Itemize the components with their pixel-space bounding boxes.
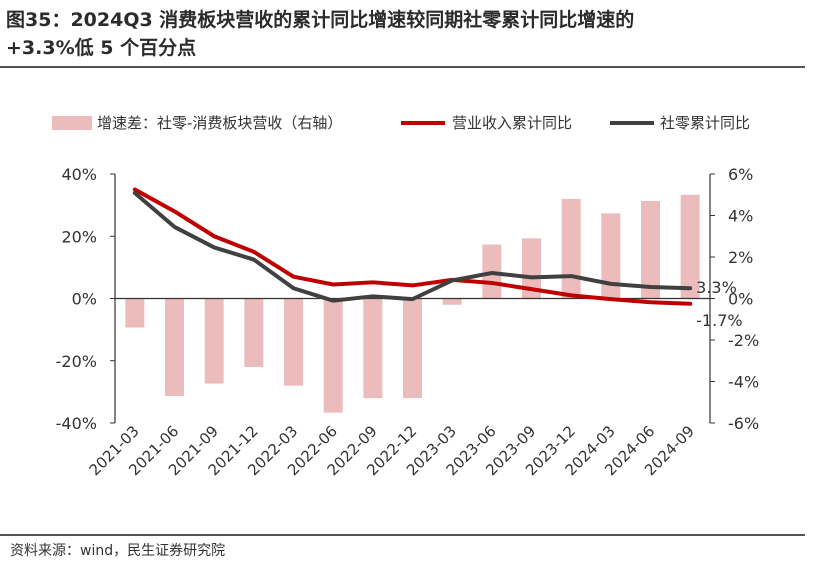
source-divider [0,534,805,536]
bar-2023-03 [442,298,462,305]
bar-2021-09 [204,298,224,384]
chart-title-line-1: 图35：2024Q3 消费板块营收的累计同比增速较同期社零累计同比增速的 [6,9,635,31]
right-tick-label: -2% [728,331,759,350]
left-tick-label: 40% [61,165,97,184]
right-tick-label: 4% [728,207,753,226]
bar-2022-12 [403,298,422,399]
bar-2022-06 [323,298,343,413]
bar-2021-06 [165,298,184,397]
bar-2023-12 [561,198,581,299]
annotation-label: -1.7% [696,311,742,330]
right-tick-label: 6% [728,165,753,184]
legend-swatch-bar [52,116,92,130]
right-tick-label: -6% [728,414,759,433]
annotation-label: 3.3% [696,278,737,297]
source-note: 资料来源：wind，民生证券研究院 [10,543,226,559]
legend-label-retail: 社零累计同比 [660,114,750,132]
left-tick-label: 20% [61,227,97,246]
bar-2022-09 [363,298,383,399]
chart-title-line-2: +3.3%低 5 个百分点 [6,37,197,59]
line-revenue [132,187,693,306]
bar-2021-12 [244,298,264,367]
legend: 增速差：社零-消费板块营收（右轴） 营业收入累计同比 社零累计同比 [52,114,750,132]
right-tick-label: -4% [728,373,759,392]
bar-2024-03 [601,213,621,299]
bar-2024-06 [641,200,660,299]
bar-2024-09 [680,194,700,299]
left-tick-label: -20% [56,352,97,371]
left-tick-label: 0% [72,290,97,309]
chart-title: 图35：2024Q3 消费板块营收的累计同比增速较同期社零累计同比增速的 +3.… [6,6,806,62]
left-tick-label: -40% [56,414,97,433]
bar-2022-03 [284,298,303,386]
right-tick-label: 2% [728,248,753,267]
bar-2023-09 [522,238,541,299]
bar-2021-03 [125,298,145,328]
legend-label-revenue: 营业收入累计同比 [452,114,572,132]
title-divider [0,66,805,68]
right-tick-label: 0% [728,290,753,309]
legend-label-bar: 增速差：社零-消费板块营收（右轴） [97,114,342,132]
line-retail [132,190,693,303]
